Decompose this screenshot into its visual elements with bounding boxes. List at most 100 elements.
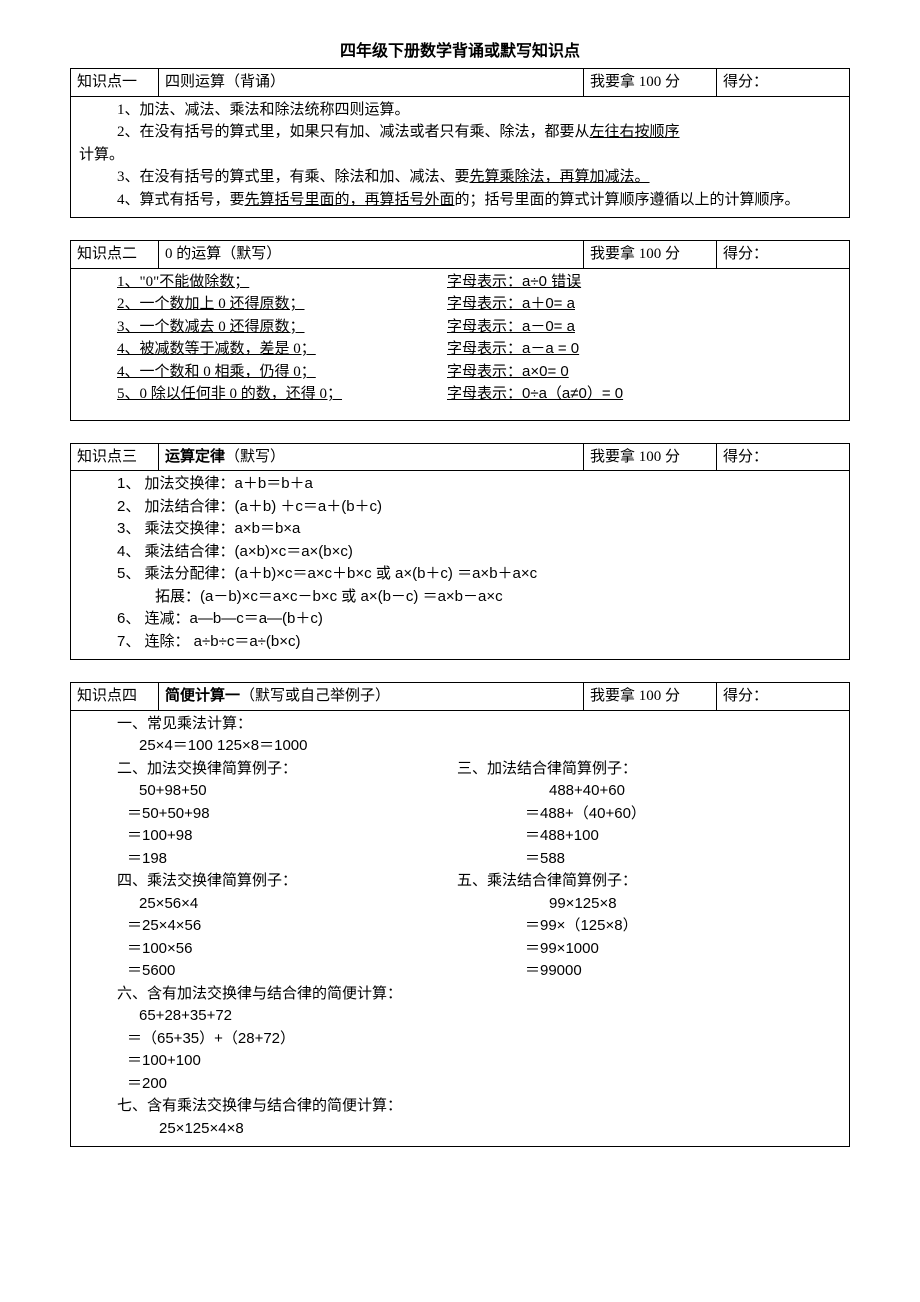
s2-r0-right: 字母表示：a÷0 错误 [447,273,581,290]
s4-h2L: 二、加法交换律简算例子： [79,758,457,781]
s1-l4u: 先算括号里面的，再算括号外面 [245,192,455,208]
section1-header: 知识点一 四则运算（背诵） 我要拿 100 分 得分： [70,68,850,97]
s1-l3u: 先算乘除法，再算加减法。 [470,169,650,185]
s4-ex4-2: ＝100×56＝99×1000 [79,938,841,961]
s2-r3-right: 字母表示：a－a = 0 [447,340,579,357]
s4-h2R: 三、加法结合律简算例子： [457,758,841,781]
s2-r5-left: 5、0 除以任何非 0 的数，还得 0； [117,386,342,402]
section1-content: 1、加法、减法、乘法和除法统称四则运算。 2、在没有括号的算式里，如果只有加、减… [70,97,850,219]
s4-ex4R2: ＝99×1000 [477,938,841,961]
s4-ex2R2: ＝488+100 [477,825,841,848]
section4-col1: 知识点四 [71,683,159,711]
s2-row1: 2、一个数加上 0 还得原数； 字母表示：a＋0= a [79,293,841,316]
s4-h6: 六、含有加法交换律与结合律的简便计算： [79,983,841,1006]
s1-l4b: 的；括号里面的算式计算顺序遵循以上的计算顺序。 [455,192,800,208]
s4-ex6-2: ＝100+100 [79,1050,841,1073]
s2-r1-right: 字母表示：a＋0= a [447,295,575,312]
section1-col3: 我要拿 100 分 [584,69,717,97]
s1-l3a: 3、在没有括号的算式里，有乘、除法和加、减法、要 [117,169,470,185]
s4-ex6-0: 65+28+35+72 [79,1005,841,1028]
section3-header: 知识点三 运算定律（默写） 我要拿 100 分 得分： [70,443,850,472]
section3-content: 1、 加法交换律：a＋b＝b＋a 2、 加法结合律：(a＋b) ＋c＝a＋(b＋… [70,471,850,660]
s4-ex6-1: ＝（65+35）+（28+72） [79,1028,841,1051]
s1-line2: 2、在没有括号的算式里，如果只有加、减法或者只有乘、除法，都要从左往右按顺序 [79,121,841,144]
s2-r2-right: 字母表示：a－0= a [447,318,575,335]
s4-col2-rest: （默写或自己举例子） [240,688,390,704]
s3-l5: 5、 乘法分配律：(a＋b)×c＝a×c＋b×c 或 a×(b＋c) ＝a×b＋… [79,563,841,586]
s2-r1-left: 2、一个数加上 0 还得原数； [117,296,305,312]
section3-col2: 运算定律（默写） [159,443,584,471]
s4-ex4L0: 25×56×4 [79,893,489,916]
s1-line1: 1、加法、减法、乘法和除法统称四则运算。 [79,99,841,122]
section2-col3: 我要拿 100 分 [584,241,717,269]
s4-h7: 七、含有乘法交换律与结合律的简便计算： [79,1095,841,1118]
s2-row0: 1、"0"不能做除数； 字母表示：a÷0 错误 [79,271,841,294]
page-title: 四年级下册数学背诵或默写知识点 [70,40,850,64]
section4-col3: 我要拿 100 分 [584,683,717,711]
s2-r2-left: 3、一个数减去 0 还得原数； [117,319,305,335]
s4-ex2-1: ＝50+50+98＝488+（40+60） [79,803,841,826]
s1-l2a: 2、在没有括号的算式里，如果只有加、减法或者只有乘、除法，都要从 [117,124,590,140]
s4-ex2L1: ＝50+50+98 [79,803,477,826]
s2-row2: 3、一个数减去 0 还得原数； 字母表示：a－0= a [79,316,841,339]
s4-ex2R1: ＝488+（40+60） [477,803,841,826]
s4-h1: 一、常见乘法计算： [79,713,841,736]
s2-r3-left: 4、被减数等于减数，差是 0； [117,341,316,357]
s4-ex4L2: ＝100×56 [79,938,477,961]
s4-ex4R1: ＝99×（125×8） [477,915,841,938]
s4-ex4-3: ＝5600＝99000 [79,960,841,983]
s4-ex4-0: 25×56×499×125×8 [79,893,841,916]
s3-l3: 3、 乘法交换律：a×b＝b×a [79,518,841,541]
s4-ex4-1: ＝25×4×56＝99×（125×8） [79,915,841,938]
s2-r5-right: 字母表示：0÷a（a≠0）= 0 [447,385,623,402]
s4-h2row: 二、加法交换律简算例子： 三、加法结合律简算例子： [79,758,841,781]
s4-h1-line: 25×4＝100 125×8＝1000 [79,735,841,758]
section2-col1: 知识点二 [71,241,159,269]
s3-l2: 2、 加法结合律：(a＋b) ＋c＝a＋(b＋c) [79,496,841,519]
s4-h4R: 五、乘法结合律简算例子： [457,870,841,893]
section3-col3: 我要拿 100 分 [584,443,717,471]
s3-l7: 7、 连除： a÷b÷c＝a÷(b×c) [79,631,841,654]
s3-l5b: 拓展：(a－b)×c＝a×c－b×c 或 a×(b－c) ＝a×b－a×c [79,586,841,609]
s3-l1: 1、 加法交换律：a＋b＝b＋a [79,473,841,496]
section2-content: 1、"0"不能做除数； 字母表示：a÷0 错误 2、一个数加上 0 还得原数； 字母… [70,269,850,421]
s3-col2-bold: 运算定律 [165,449,225,465]
s4-ex2R3: ＝588 [477,848,841,871]
s3-l6: 6、 连减：a—b—c＝a—(b＋c) [79,608,841,631]
section2-col2: 0 的运算（默写） [159,241,584,269]
s4-ex4R3: ＝99000 [477,960,841,983]
s1-l4a: 4、算式有括号，要 [117,192,245,208]
s2-r4-right: 字母表示：a×0= 0 [447,363,569,380]
s2-row5: 5、0 除以任何非 0 的数，还得 0； 字母表示：0÷a（a≠0）= 0 [79,383,841,406]
s4-ex2-0: 50+98+50488+40+60 [79,780,841,803]
s4-ex2R0: 488+40+60 [489,780,841,803]
s2-row3: 4、被减数等于减数，差是 0； 字母表示：a－a = 0 [79,338,841,361]
s4-col2-bold: 简便计算一 [165,688,240,704]
s4-ex7: 25×125×4×8 [79,1118,841,1141]
s4-h4row: 四、乘法交换律简算例子： 五、乘法结合律简算例子： [79,870,841,893]
s2-r0-left: 1、"0"不能做除数； [117,274,249,290]
s4-ex2-3: ＝198＝588 [79,848,841,871]
section4-col2: 简便计算一（默写或自己举例子） [159,683,584,711]
s4-ex6-3: ＝200 [79,1073,841,1096]
section3-col1: 知识点三 [71,443,159,471]
s4-ex4L1: ＝25×4×56 [79,915,477,938]
s1-l2u: 左往右按顺序 [590,124,680,140]
section3-col4: 得分： [717,443,850,471]
s2-row4: 4、一个数和 0 相乘，仍得 0； 字母表示：a×0= 0 [79,361,841,384]
s4-ex4R0: 99×125×8 [489,893,841,916]
s4-h4L: 四、乘法交换律简算例子： [79,870,457,893]
s2-r4-left: 4、一个数和 0 相乘，仍得 0； [117,364,316,380]
section4-col4: 得分： [717,683,850,711]
section1-col1: 知识点一 [71,69,159,97]
s4-ex2L3: ＝198 [79,848,477,871]
section2-col4: 得分： [717,241,850,269]
s1-line2b: 计算。 [79,144,841,167]
s4-ex2L2: ＝100+98 [79,825,477,848]
s3-l4: 4、 乘法结合律：(a×b)×c＝a×(b×c) [79,541,841,564]
section1-col4: 得分： [717,69,850,97]
s4-ex4L3: ＝5600 [79,960,477,983]
section2-header: 知识点二 0 的运算（默写） 我要拿 100 分 得分： [70,240,850,269]
section4-header: 知识点四 简便计算一（默写或自己举例子） 我要拿 100 分 得分： [70,682,850,711]
s1-line4: 4、算式有括号，要先算括号里面的，再算括号外面的；括号里面的算式计算顺序遵循以上… [79,189,841,212]
